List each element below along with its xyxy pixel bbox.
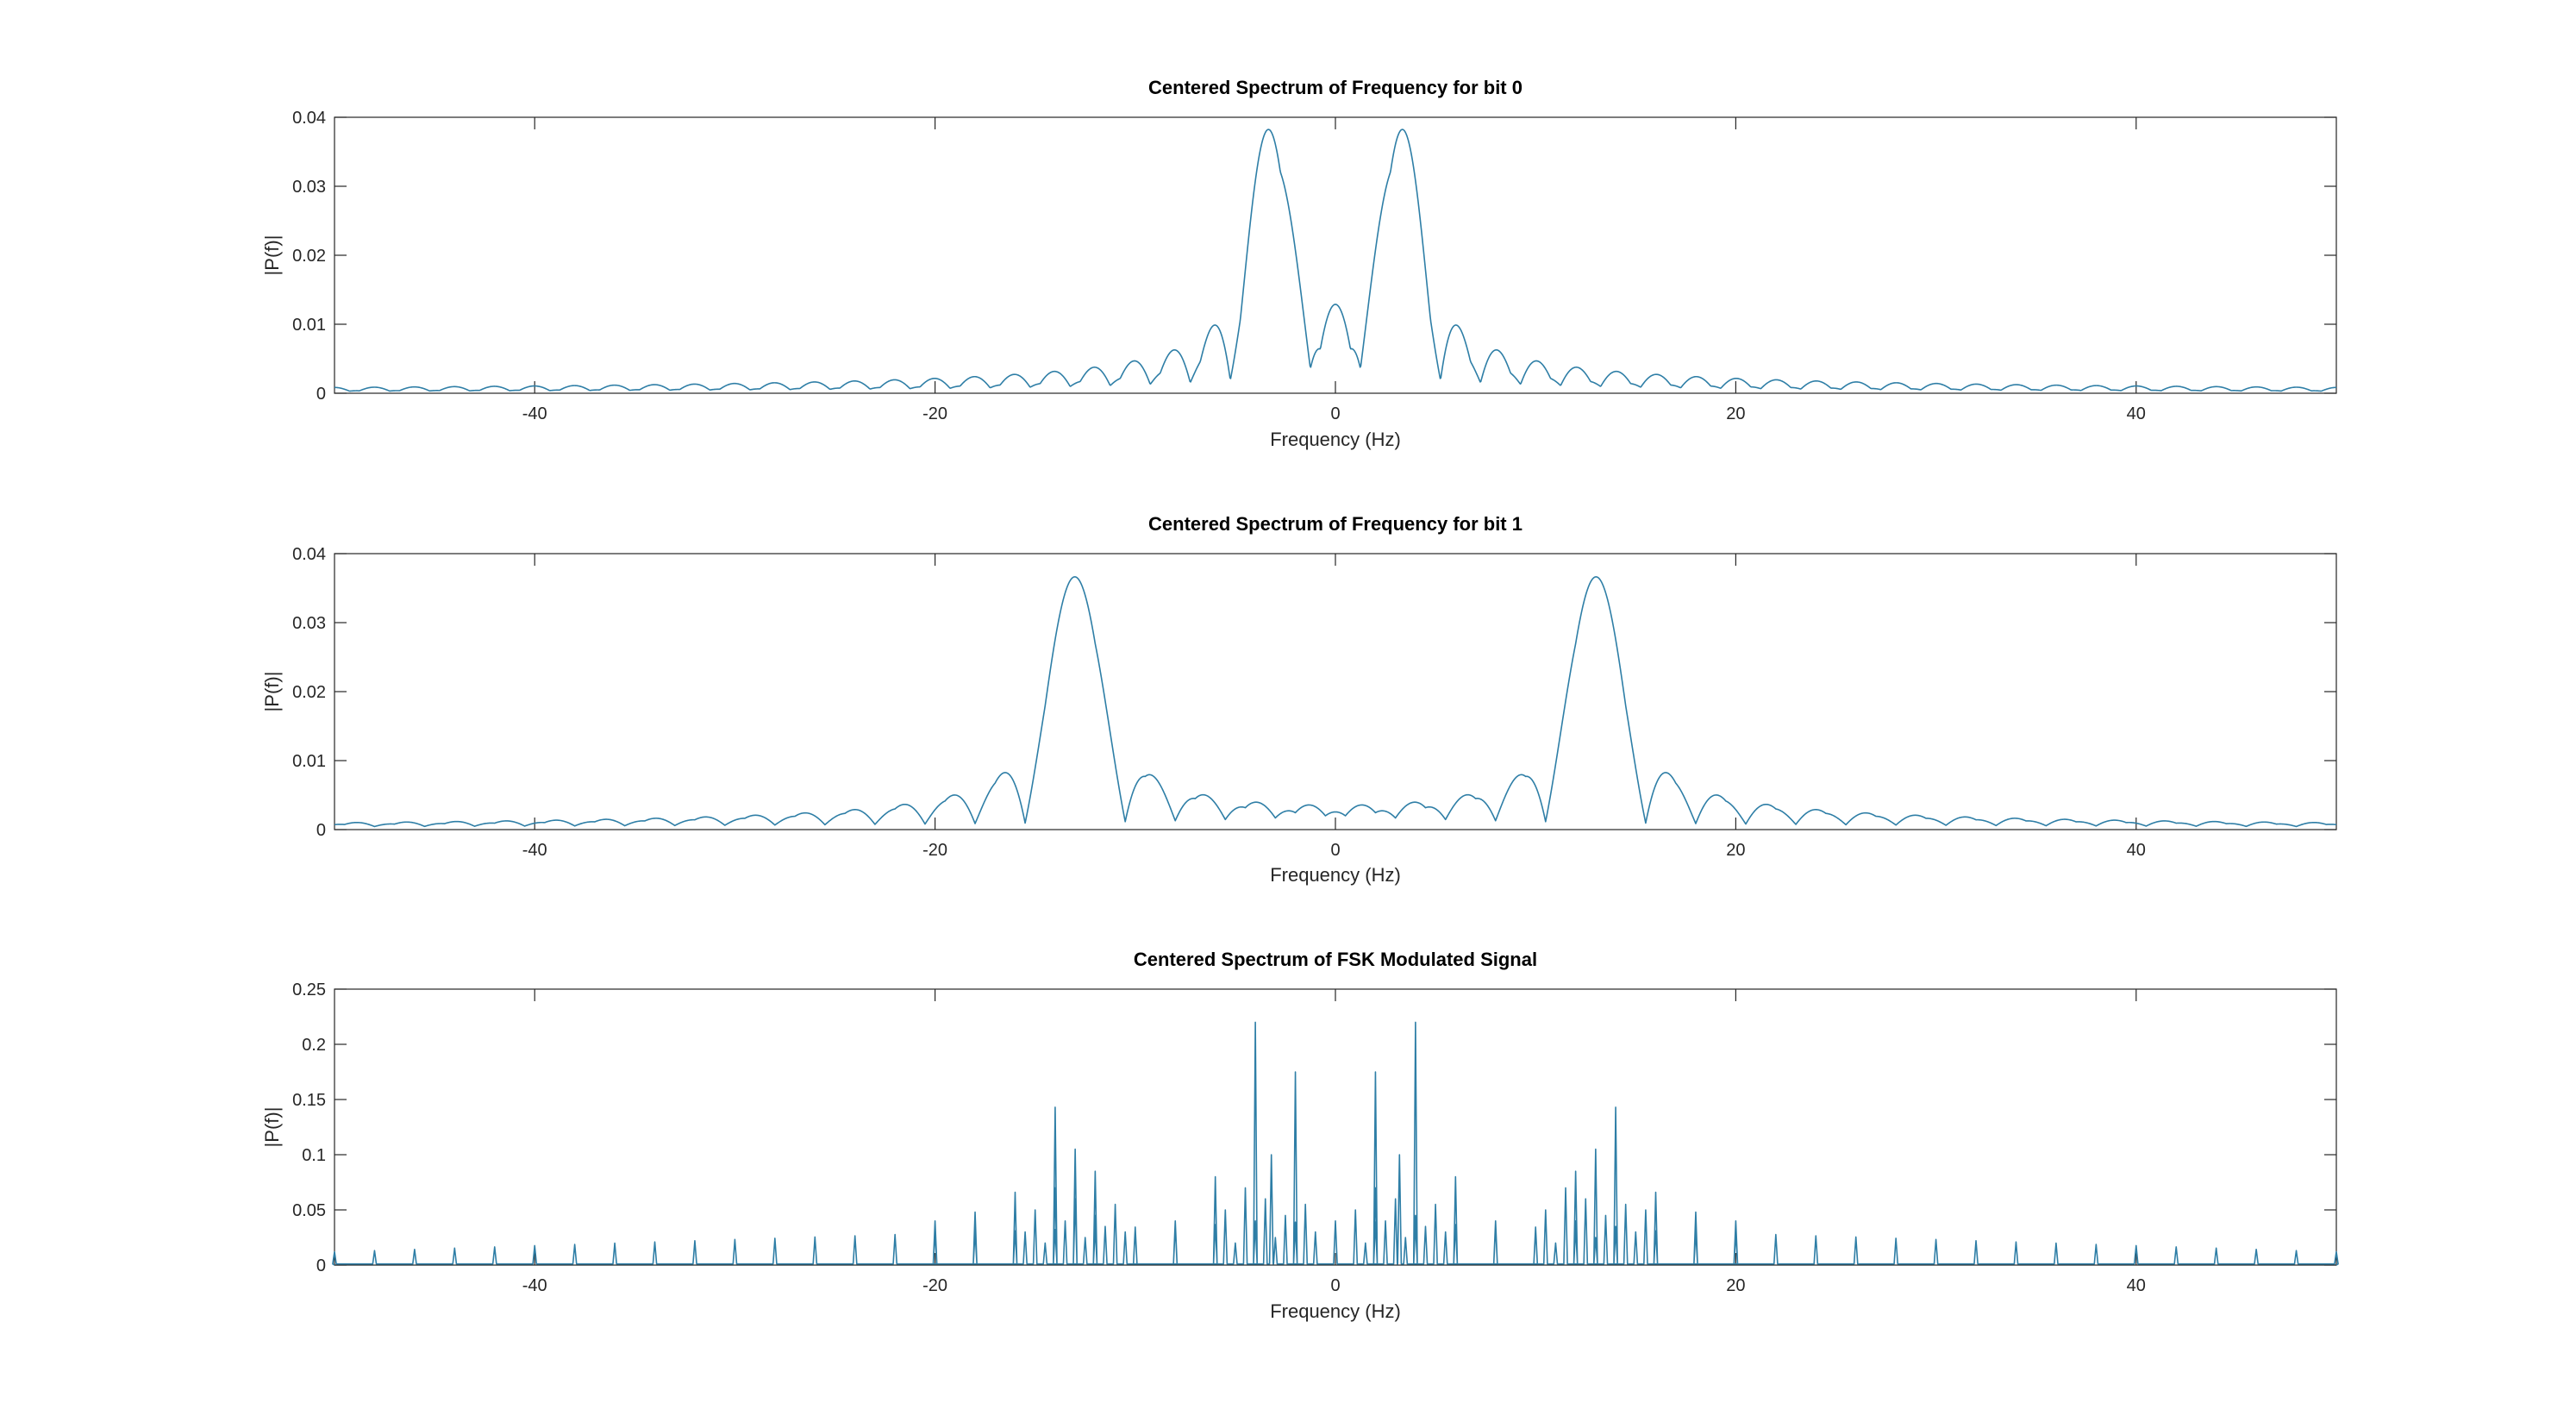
y-axis-label: |P(f)|	[261, 1107, 283, 1148]
subplot-bit0: Centered Spectrum of Frequency for bit 0…	[261, 77, 2337, 450]
y-tick-label: 0.1	[302, 1146, 326, 1165]
x-tick-label: 40	[2127, 841, 2146, 860]
x-tick-label: 20	[1726, 404, 1745, 423]
y-axis-label: |P(f)|	[261, 235, 283, 276]
y-tick-label: 0.04	[292, 545, 326, 564]
y-tick-label: 0.01	[292, 316, 326, 335]
y-tick-label: 0	[316, 1256, 326, 1275]
y-tick-label: 0.25	[292, 981, 326, 999]
y-tick-label: 0.01	[292, 752, 326, 771]
x-axis-label: Frequency (Hz)	[1270, 864, 1401, 886]
x-tick-label: -20	[922, 1276, 947, 1295]
y-tick-label: 0.02	[292, 247, 326, 266]
x-tick-label: -40	[522, 1276, 547, 1295]
x-tick-label: 40	[2127, 1276, 2146, 1295]
spectrum-line	[334, 576, 2337, 828]
x-tick-label: 20	[1726, 1276, 1745, 1295]
plot-area	[334, 553, 2337, 830]
chart-title: Centered Spectrum of FSK Modulated Signa…	[1134, 949, 1537, 970]
y-tick-label: 0.2	[302, 1036, 326, 1055]
y-tick-label: 0.03	[292, 614, 326, 633]
x-tick-label: -40	[522, 404, 547, 423]
x-tick-label: -40	[522, 841, 547, 860]
x-axis-label: Frequency (Hz)	[1270, 1300, 1401, 1322]
spectrum-line	[332, 1021, 2339, 1266]
chart-title: Centered Spectrum of Frequency for bit 0	[1148, 77, 1522, 98]
x-axis-label: Frequency (Hz)	[1270, 429, 1401, 450]
plot-area	[334, 988, 2337, 1266]
x-tick-label: 0	[1330, 841, 1340, 860]
plot-area	[334, 116, 2337, 394]
y-tick-label: 0.05	[292, 1201, 326, 1220]
chart-title: Centered Spectrum of Frequency for bit 1	[1148, 513, 1522, 535]
x-tick-label: 0	[1330, 404, 1340, 423]
x-tick-label: -20	[922, 404, 947, 423]
tick-group: -40 -20 0 20 40 0 0.01 0.02 0.03 0.04	[292, 109, 2336, 423]
y-tick-label: 0	[316, 821, 326, 840]
tick-group: -40 -20 0 20 40 0 0.05 0.1 0.15 0.2 0.25	[292, 981, 2336, 1295]
y-tick-label: 0.02	[292, 683, 326, 702]
x-tick-label: -20	[922, 841, 947, 860]
y-tick-label: 0.04	[292, 109, 326, 128]
y-tick-label: 0.15	[292, 1091, 326, 1110]
x-tick-label: 20	[1726, 841, 1745, 860]
x-tick-label: 40	[2127, 404, 2146, 423]
subplot-bit1: Centered Spectrum of Frequency for bit 1…	[261, 513, 2337, 886]
y-axis-label: |P(f)|	[261, 672, 283, 712]
spectrum-line	[334, 128, 2337, 392]
y-tick-label: 0	[316, 385, 326, 404]
x-tick-label: 0	[1330, 1276, 1340, 1295]
subplot-fsk: Centered Spectrum of FSK Modulated Signa…	[261, 949, 2339, 1322]
y-tick-label: 0.03	[292, 178, 326, 197]
tick-group: -40 -20 0 20 40 0 0.01 0.02 0.03 0.04	[292, 545, 2336, 860]
